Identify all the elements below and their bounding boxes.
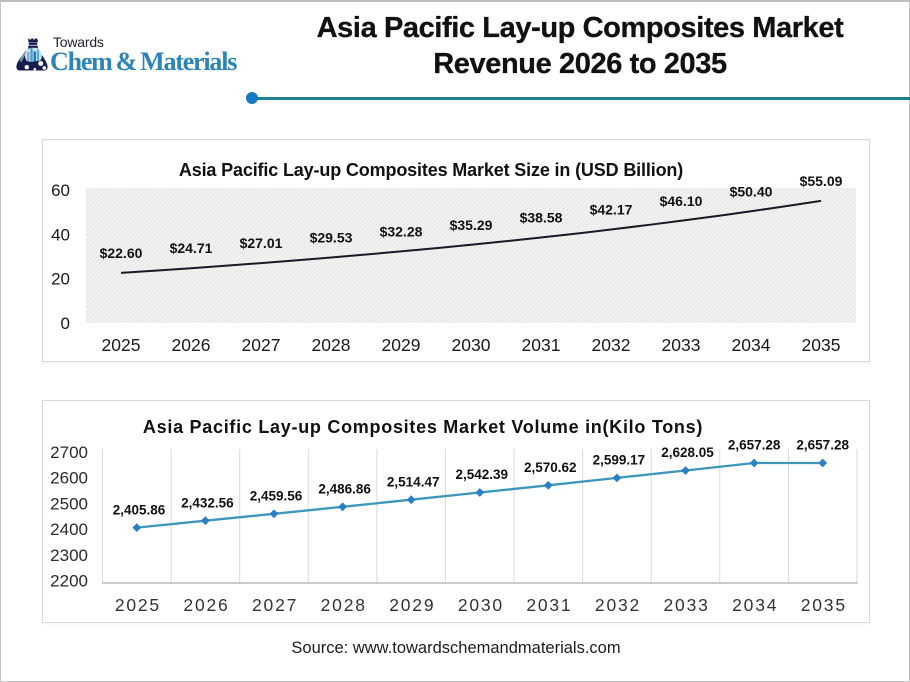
svg-text:2027: 2027 [252,595,298,615]
svg-text:20: 20 [51,270,70,289]
svg-text:2026: 2026 [172,335,211,355]
svg-text:2,599.17: 2,599.17 [593,453,646,468]
svg-text:2032: 2032 [592,335,631,355]
svg-text:$46.10: $46.10 [660,193,703,209]
svg-text:0: 0 [61,314,70,333]
svg-text:2034: 2034 [732,335,771,355]
svg-text:Asia Pacific Lay-up Composites: Asia Pacific Lay-up Composites Market Si… [179,160,683,180]
svg-text:$50.40: $50.40 [730,183,773,199]
svg-text:2,432.56: 2,432.56 [181,495,234,510]
svg-text:2031: 2031 [522,335,561,355]
svg-text:2033: 2033 [664,595,710,615]
svg-text:2,657.28: 2,657.28 [796,438,849,453]
svg-text:60: 60 [51,181,70,200]
svg-text:2700: 2700 [50,443,88,462]
svg-text:2029: 2029 [382,335,421,355]
svg-text:2,486.86: 2,486.86 [318,482,371,497]
svg-text:2,459.56: 2,459.56 [250,489,303,504]
svg-text:2028: 2028 [321,595,367,615]
svg-text:2030: 2030 [458,595,504,615]
svg-text:2035: 2035 [802,335,841,355]
svg-text:2025: 2025 [102,335,141,355]
svg-text:$38.58: $38.58 [520,210,563,226]
svg-text:2028: 2028 [312,335,351,355]
svg-text:2030: 2030 [452,335,491,355]
svg-text:2032: 2032 [595,595,641,615]
svg-text:$24.71: $24.71 [170,240,213,256]
svg-text:2,657.28: 2,657.28 [728,438,781,453]
svg-text:Asia Pacific Lay-up Composites: Asia Pacific Lay-up Composites Market Vo… [143,417,703,437]
svg-text:2200: 2200 [50,572,88,591]
svg-text:$35.29: $35.29 [450,217,493,233]
svg-text:2,405.86: 2,405.86 [113,502,166,517]
svg-text:$27.01: $27.01 [240,235,283,251]
svg-text:2025: 2025 [115,595,161,615]
svg-text:2300: 2300 [50,546,88,565]
svg-text:2600: 2600 [50,469,88,488]
svg-text:40: 40 [51,225,70,244]
svg-text:2027: 2027 [242,335,281,355]
svg-text:2035: 2035 [801,595,847,615]
svg-text:2029: 2029 [389,595,435,615]
svg-text:2500: 2500 [50,494,88,513]
svg-text:2026: 2026 [183,595,229,615]
svg-text:2031: 2031 [526,595,572,615]
svg-text:2,570.62: 2,570.62 [524,460,577,475]
svg-text:2034: 2034 [732,595,778,615]
svg-text:$22.60: $22.60 [100,245,143,261]
svg-text:$55.09: $55.09 [800,173,843,189]
svg-text:$42.17: $42.17 [590,202,633,218]
svg-text:$32.28: $32.28 [380,223,423,239]
svg-text:2,514.47: 2,514.47 [387,474,440,489]
svg-text:2033: 2033 [662,335,701,355]
svg-text:2,628.05: 2,628.05 [661,445,714,460]
svg-text:2400: 2400 [50,520,88,539]
svg-text:$29.53: $29.53 [310,230,353,246]
svg-text:2,542.39: 2,542.39 [456,467,509,482]
